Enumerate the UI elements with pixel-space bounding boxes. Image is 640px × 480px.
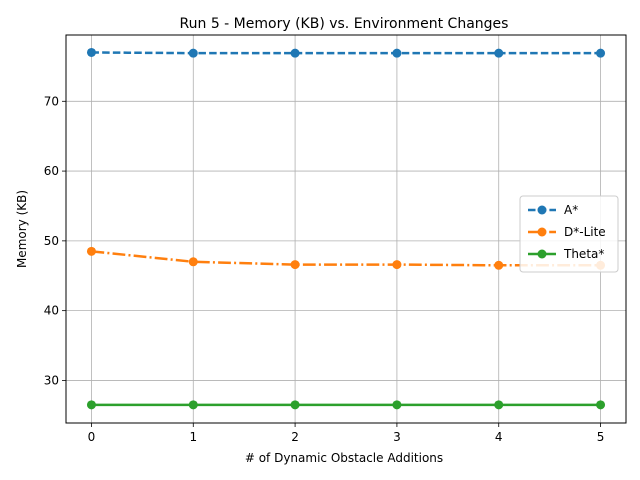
x-axis-ticks: 0 1 2 3 4 5 <box>88 423 605 444</box>
data-point <box>188 400 198 410</box>
data-point <box>86 400 96 410</box>
data-point <box>290 400 300 410</box>
series-line <box>91 51 601 55</box>
y-tick-label: 50 <box>44 234 59 248</box>
x-axis-label: # of Dynamic Obstacle Additions <box>245 451 443 465</box>
series-line <box>91 250 601 267</box>
series-2 <box>86 400 606 410</box>
grid-lines <box>66 35 626 423</box>
data-point <box>290 260 300 270</box>
x-tick-label: 2 <box>291 430 299 444</box>
data-point <box>494 260 504 270</box>
data-series <box>86 47 606 410</box>
y-tick-label: 60 <box>44 164 59 178</box>
legend-marker <box>537 249 547 259</box>
x-tick-label: 5 <box>597 430 605 444</box>
legend: A* D*-Lite Theta* <box>519 195 619 273</box>
data-point <box>188 257 198 267</box>
x-tick-label: 1 <box>189 430 197 444</box>
y-axis-label: Memory (KB) <box>15 190 29 268</box>
legend-label: Theta* <box>563 247 604 261</box>
data-point <box>494 400 504 410</box>
y-tick-label: 70 <box>44 94 59 108</box>
legend-entry: D*-Lite <box>528 225 606 239</box>
legend-entry: Theta* <box>528 247 604 261</box>
data-point <box>392 260 402 270</box>
x-tick-label: 4 <box>495 430 503 444</box>
x-tick-label: 0 <box>88 430 96 444</box>
data-point <box>596 48 606 58</box>
data-point <box>596 400 606 410</box>
legend-marker <box>537 227 547 237</box>
series-1 <box>86 246 606 270</box>
y-tick-label: 30 <box>44 373 59 387</box>
legend-label: A* <box>564 203 578 217</box>
chart-title: Run 5 - Memory (KB) vs. Environment Chan… <box>180 16 509 32</box>
series-0 <box>86 47 606 58</box>
legend-entry: A* <box>528 203 578 217</box>
data-point <box>392 48 402 58</box>
plot-area-frame <box>65 34 627 424</box>
y-tick-label: 40 <box>44 304 59 318</box>
y-axis-ticks: 30 40 50 60 70 <box>44 94 66 387</box>
data-point <box>494 48 504 58</box>
legend-label: D*-Lite <box>564 225 606 239</box>
x-tick-label: 3 <box>393 430 401 444</box>
legend-marker <box>537 205 547 215</box>
data-point <box>86 246 96 256</box>
data-point <box>290 48 300 58</box>
data-point <box>392 400 402 410</box>
data-point <box>86 47 96 57</box>
data-point <box>188 48 198 58</box>
